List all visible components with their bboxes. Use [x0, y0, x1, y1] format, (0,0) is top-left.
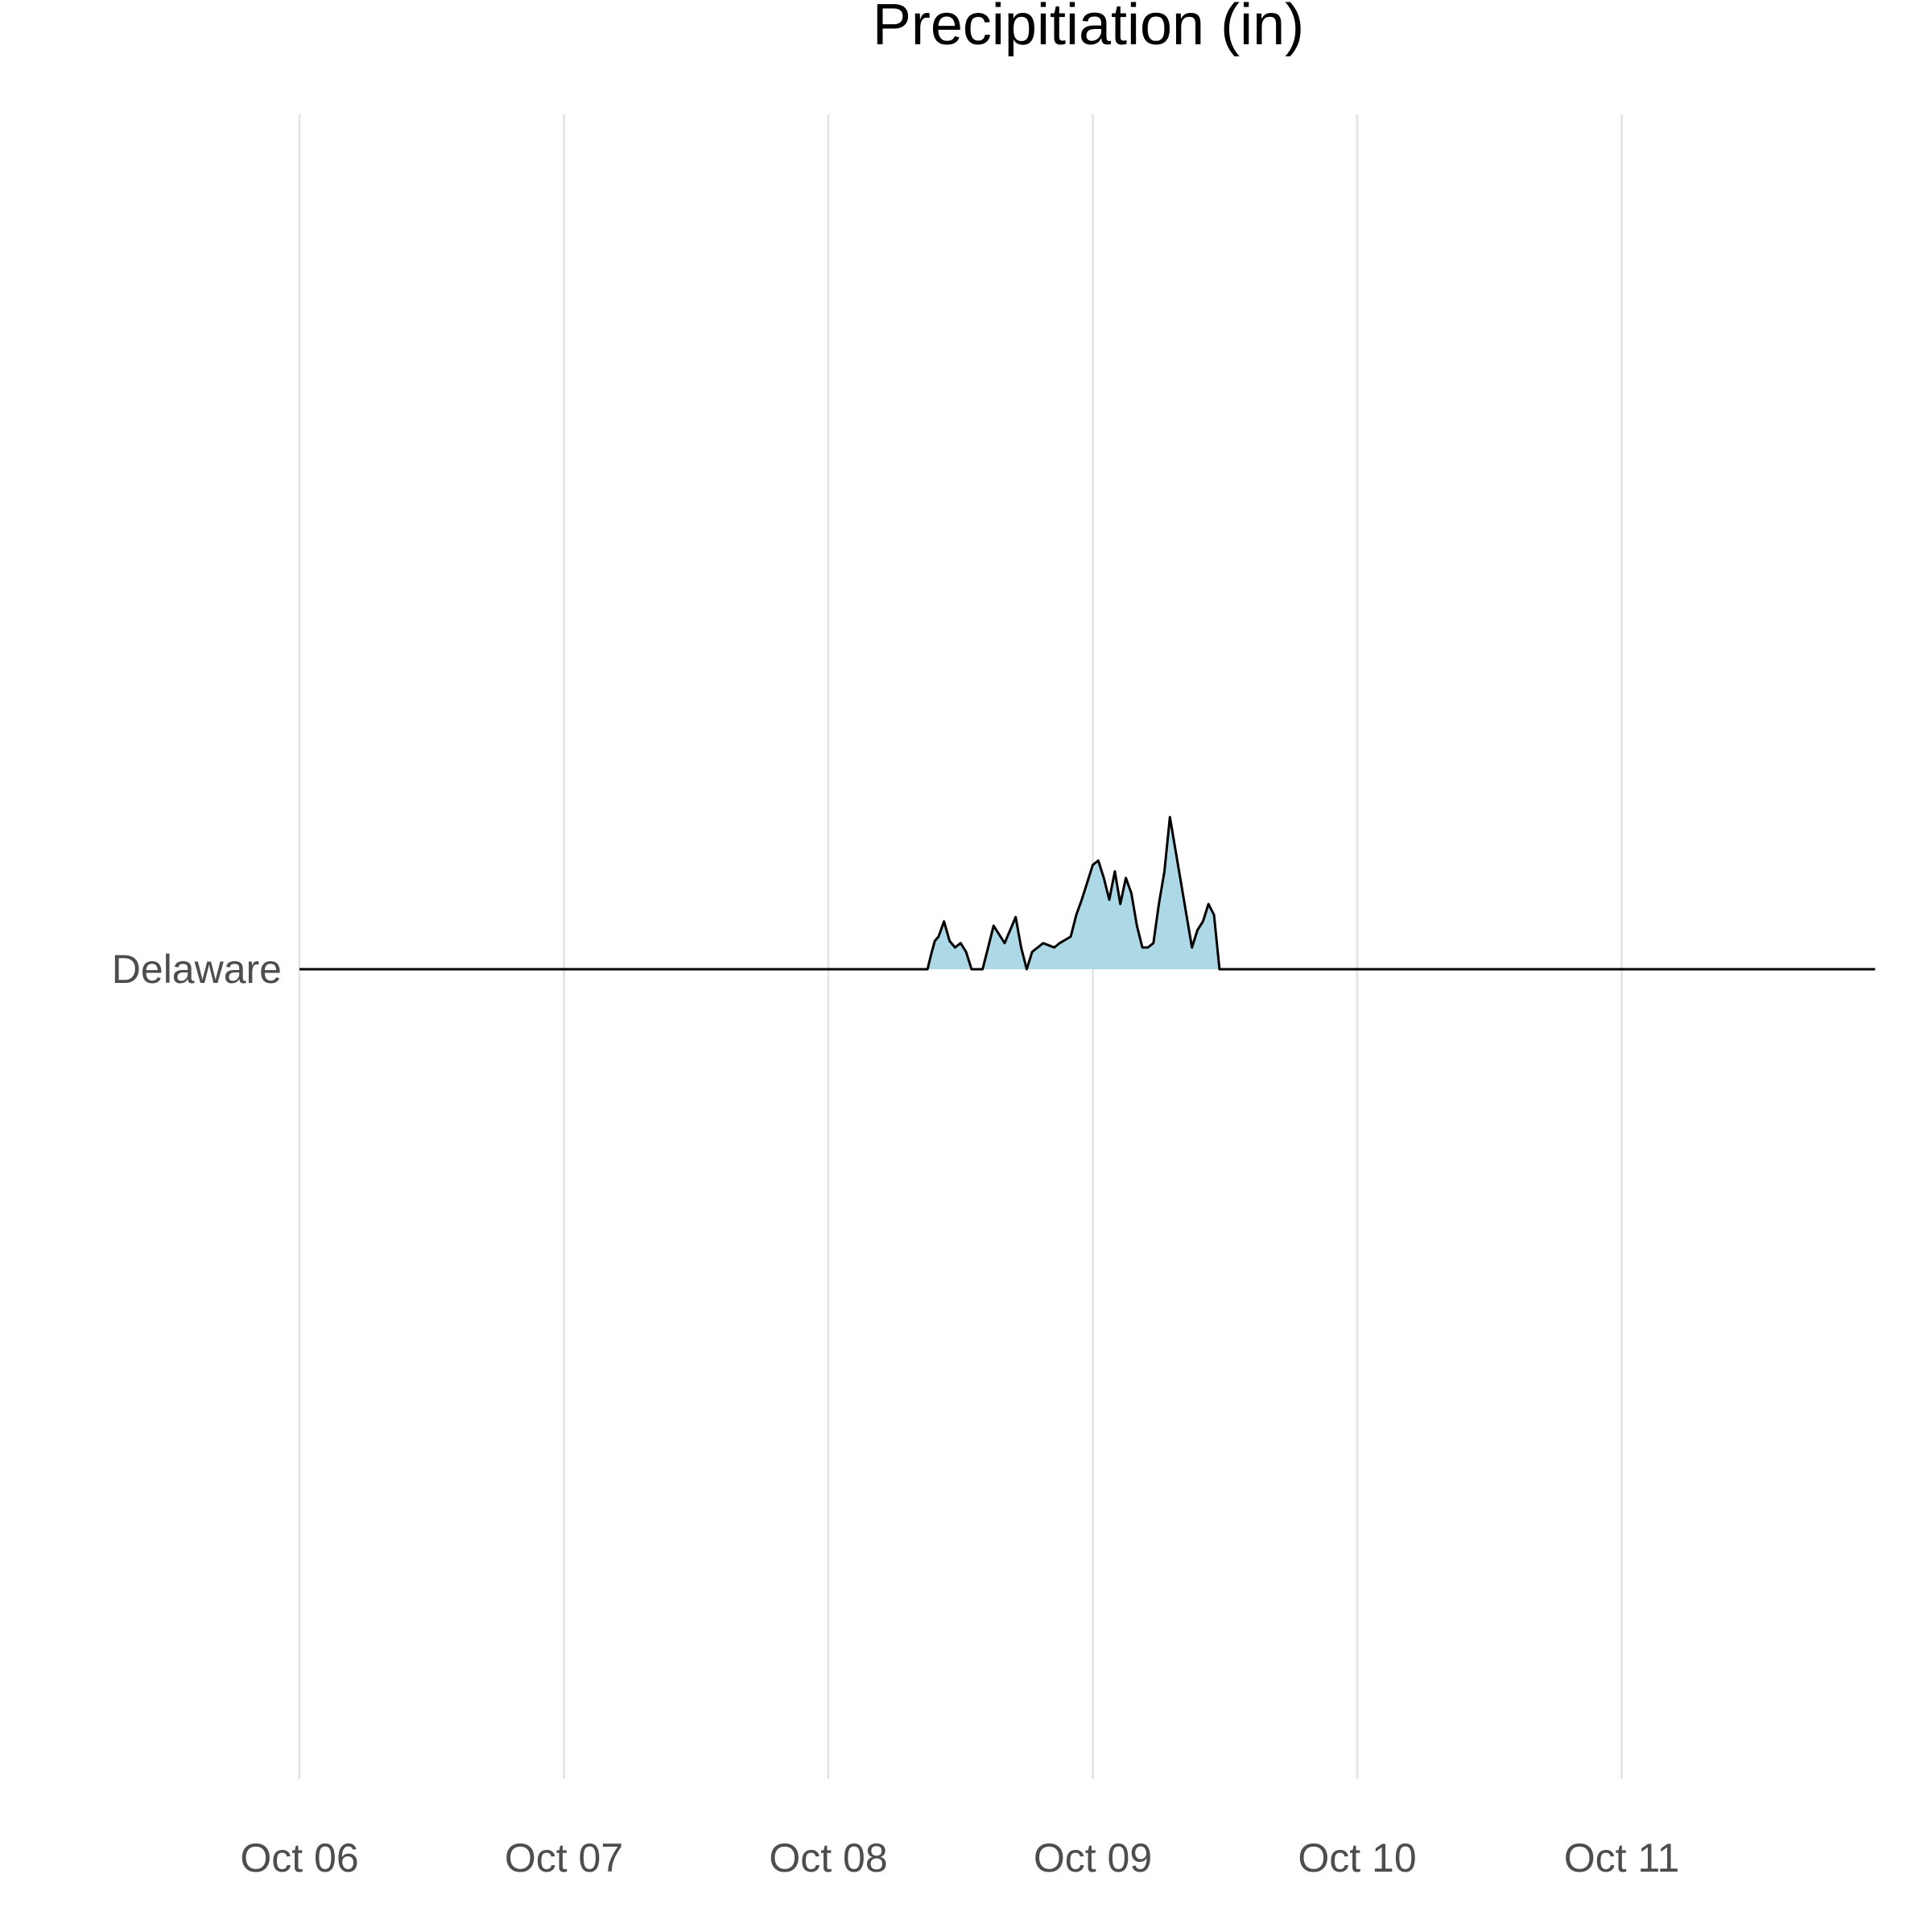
x-tick-label: Oct 09: [1034, 1835, 1152, 1880]
y-tick-label: Delaware: [112, 947, 282, 992]
x-tick-label: Oct 07: [505, 1835, 623, 1880]
x-axis-tick-labels: Oct 06 Oct 07 Oct 08 Oct 09 Oct 10 Oct 11: [240, 1835, 1679, 1880]
x-tick-label: Oct 08: [769, 1835, 887, 1880]
ridge-area-fill: [299, 817, 1876, 969]
ridge-line: [299, 815, 1876, 971]
x-tick-label: Oct 10: [1298, 1835, 1416, 1880]
chart-title: Precipitiation (in): [873, 0, 1304, 57]
x-tick-label: Oct 11: [1564, 1835, 1680, 1880]
ridge-area-layer: [299, 815, 1876, 971]
x-tick-label: Oct 06: [240, 1835, 358, 1880]
x-grid-lines: [298, 114, 1623, 1779]
y-axis-tick-labels: Delaware: [112, 947, 282, 992]
